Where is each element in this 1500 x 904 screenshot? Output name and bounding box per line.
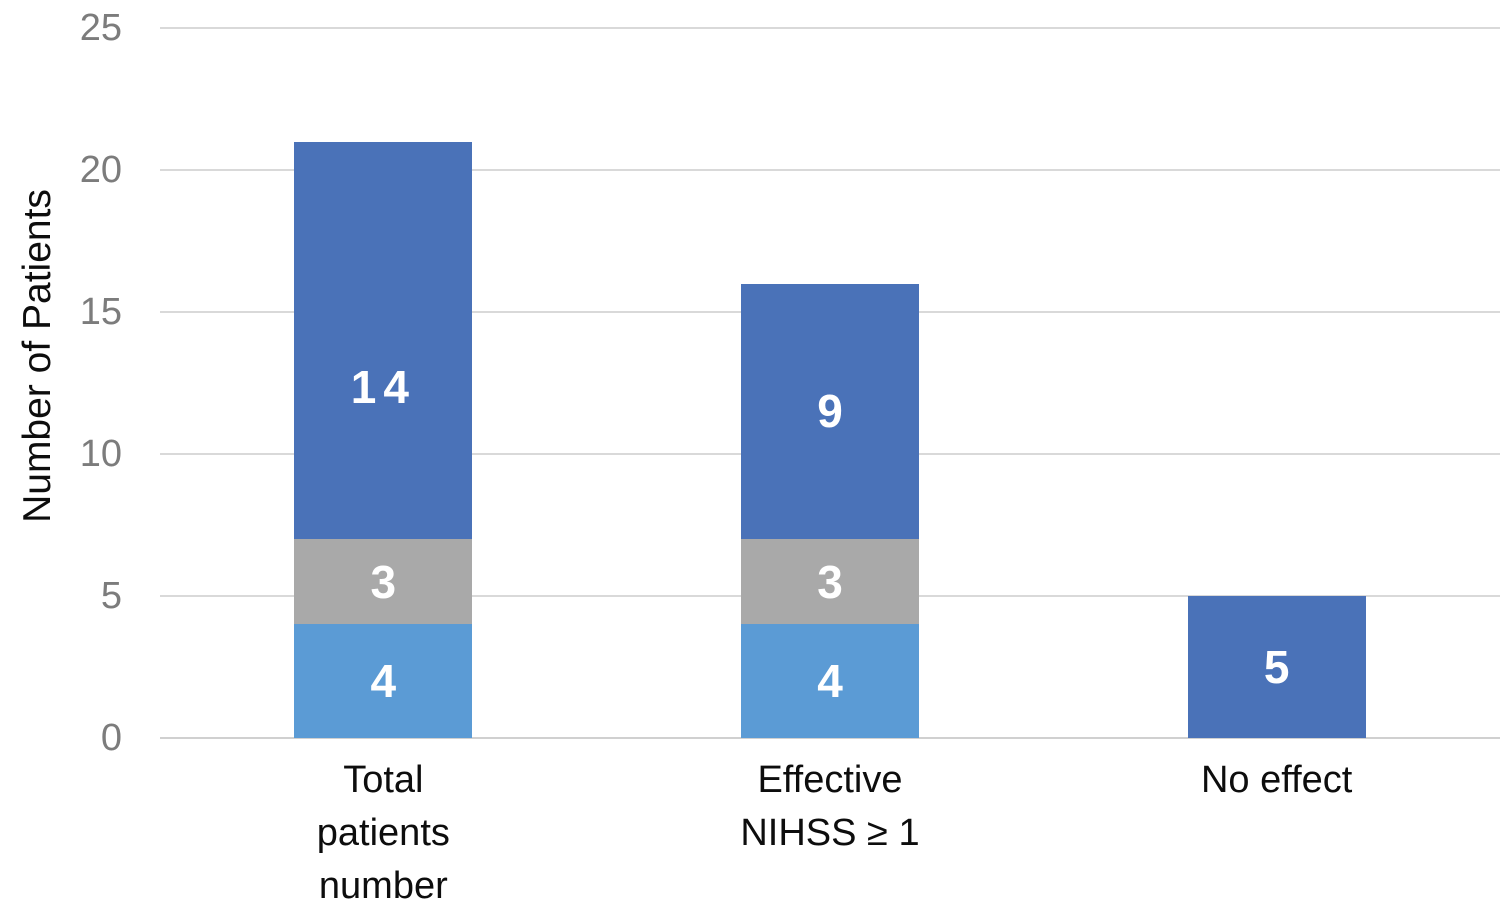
category-label-line: No effect — [1200, 759, 1353, 801]
category-label-line: Effective — [757, 759, 903, 801]
y-tick-label: 15 — [79, 291, 122, 333]
bar-value-label: 14 — [350, 361, 416, 414]
bar-value-label: 4 — [817, 655, 843, 708]
bar-segment-dark-blue-segment: 9 — [741, 283, 919, 540]
x-axis-line — [160, 737, 1500, 739]
bar-value-label: 4 — [370, 655, 397, 708]
category-label-line: number — [318, 865, 448, 904]
y-tick-label: 0 — [100, 717, 122, 759]
bar-value-label: 5 — [1263, 641, 1290, 693]
gridline — [160, 27, 1500, 29]
y-tick-label: 20 — [79, 149, 122, 191]
category-label-line: patients — [316, 812, 450, 854]
bar-segment-light-blue-segment: 4 — [294, 624, 473, 738]
bar-segment-gray-segment: 3 — [294, 539, 473, 625]
bar-value-label: 3 — [370, 555, 397, 608]
bar-segment-dark-blue-segment: 5 — [1187, 596, 1366, 738]
bar-segment-light-blue-segment: 4 — [741, 624, 919, 738]
category-label: Total patients number — [160, 754, 607, 904]
y-tick-label: 5 — [100, 575, 122, 617]
category-label: No effect — [1053, 754, 1500, 807]
bar-segment-dark-blue-segment: 14 — [294, 141, 473, 540]
category-label-line: Total — [343, 759, 424, 801]
gridline — [160, 169, 1500, 171]
y-tick-label: 10 — [79, 433, 122, 475]
y-tick-label: 25 — [79, 7, 122, 49]
bar-segment-gray-segment: 3 — [741, 539, 919, 625]
bar-value-label: 3 — [817, 555, 843, 608]
bar-value-label: 9 — [817, 385, 843, 438]
category-label: Effective NIHSS ≥ 1 — [607, 754, 1054, 860]
category-label-line: NIHSS ≥ 1 — [740, 812, 920, 854]
